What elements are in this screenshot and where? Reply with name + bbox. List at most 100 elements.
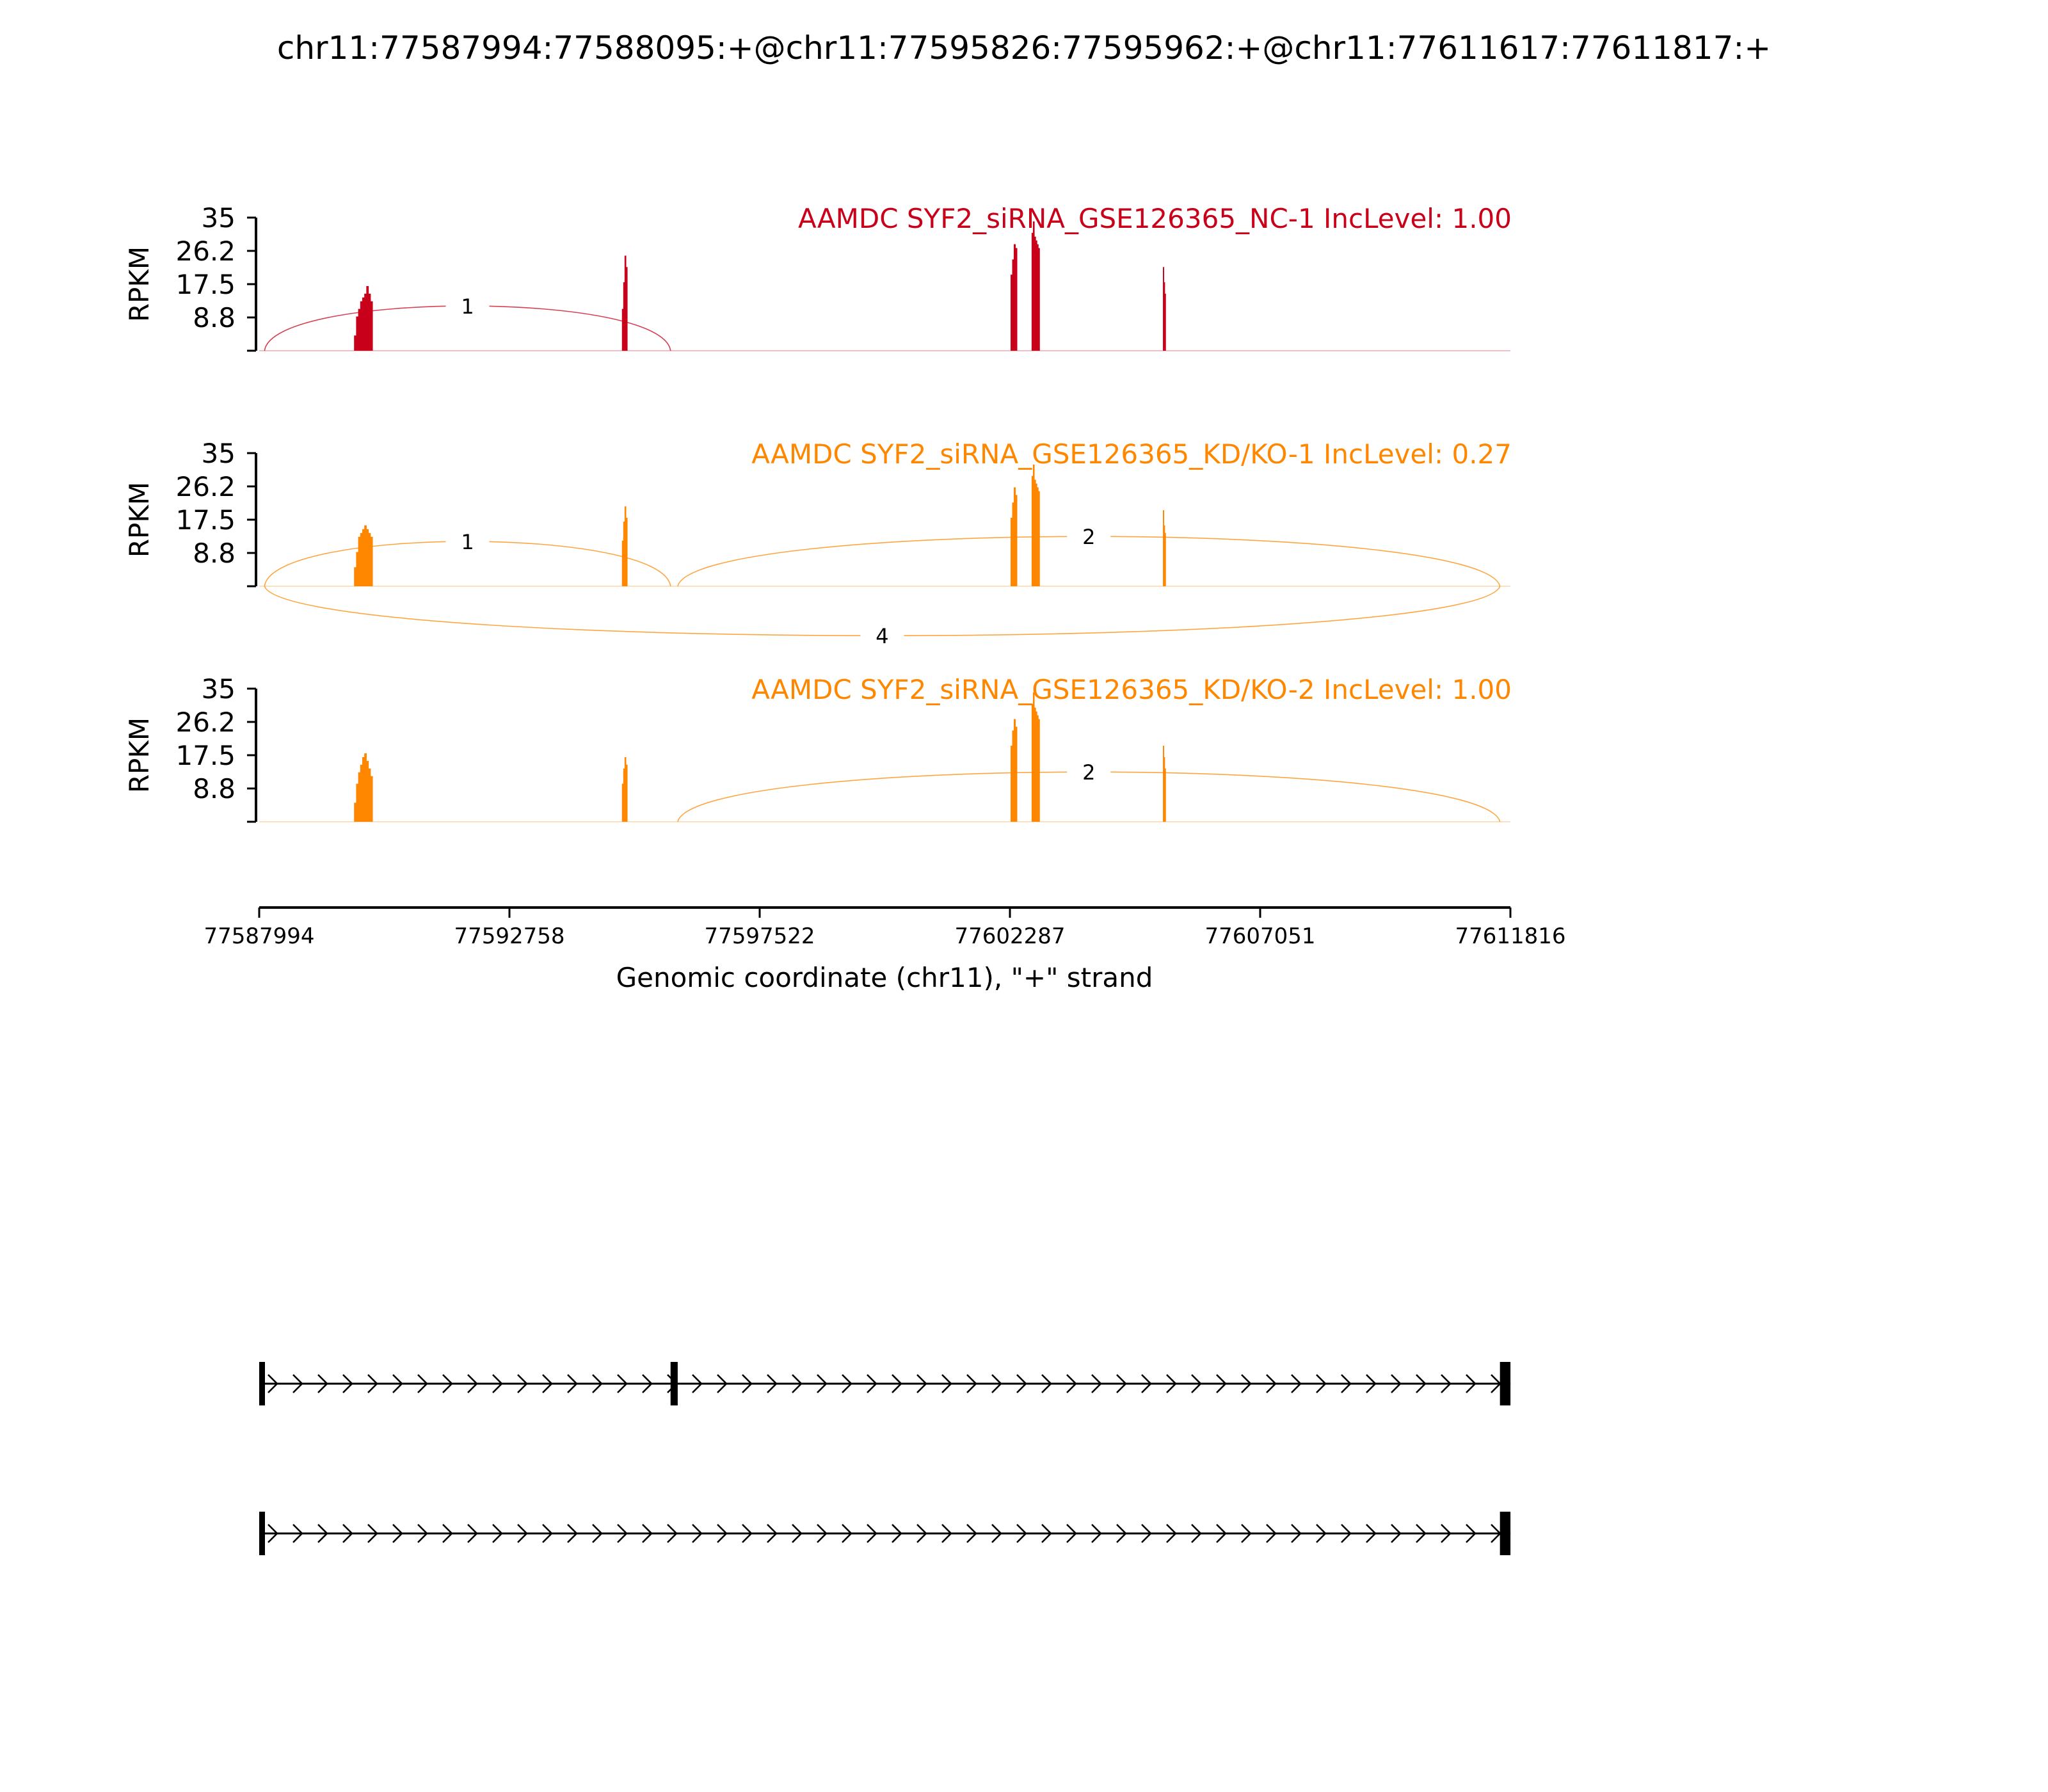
strand-chevron [1366, 1524, 1377, 1543]
strand-chevron [517, 1524, 528, 1543]
coverage-bar [1038, 248, 1040, 351]
strand-chevron [941, 1524, 952, 1543]
coverage-bar [366, 760, 369, 822]
coverage-bar [362, 529, 365, 586]
coverage-bar [358, 536, 361, 586]
coverage-bar [1015, 248, 1018, 351]
coverage-bar [1013, 719, 1016, 822]
strand-chevron [1391, 1524, 1402, 1543]
strand-chevron [792, 1374, 803, 1393]
strand-chevron [916, 1374, 927, 1393]
coverage-bar [1036, 483, 1037, 586]
strand-chevron [892, 1524, 902, 1543]
strand-chevron [342, 1524, 353, 1543]
coverage-bar [1032, 464, 1035, 586]
coverage-bar [1031, 232, 1034, 351]
x-axis-label: Genomic coordinate (chr11), "+" strand [616, 962, 1153, 993]
y-tick-label: 17.5 [175, 740, 236, 771]
strand-chevron [1266, 1374, 1277, 1393]
strand-chevron [1066, 1374, 1077, 1393]
strand-chevron [642, 1374, 653, 1393]
strand-chevron [542, 1524, 553, 1543]
track-title: AAMDC SYF2_siRNA_GSE126365_KD/KO-1 IncLe… [751, 438, 1512, 470]
x-tick-label: 77597522 [704, 924, 815, 949]
strand-chevron [817, 1524, 828, 1543]
strand-chevron [592, 1524, 603, 1543]
y-tick-label: 35 [202, 673, 236, 705]
isoform-2 [259, 1512, 1511, 1555]
strand-chevron [492, 1374, 503, 1393]
coverage-bar [362, 297, 365, 351]
strand-chevron [1216, 1374, 1227, 1393]
junction-count: 2 [1082, 760, 1095, 785]
x-tick-label: 77592758 [454, 924, 564, 949]
coverage-bar [360, 764, 363, 822]
strand-chevron [842, 1374, 852, 1393]
coverage-bar [1012, 502, 1014, 586]
coverage-bar [368, 293, 371, 351]
coverage-bar [621, 308, 624, 351]
junction-label-bg [445, 292, 490, 319]
coverage-bar [364, 753, 367, 822]
strand-chevron [1016, 1374, 1027, 1393]
coverage-bar [1037, 244, 1039, 351]
coverage-bar [1164, 756, 1165, 822]
strand-chevron [1191, 1374, 1202, 1393]
coverage-bar [1011, 746, 1013, 822]
coverage-bar [1038, 719, 1040, 822]
strand-chevron [492, 1524, 503, 1543]
coverage-bar [358, 308, 361, 351]
y-tick-label: 8.8 [193, 538, 236, 569]
junction-label-bg [1067, 524, 1111, 550]
y-tick-label: 17.5 [175, 269, 236, 300]
strand-chevron [617, 1524, 628, 1543]
exon-block [259, 1362, 265, 1405]
strand-chevron [542, 1374, 553, 1393]
coverage-bar [1164, 525, 1165, 586]
coverage-bar [354, 335, 357, 351]
exon-block [670, 1362, 678, 1405]
coverage-bar [623, 521, 625, 586]
strand-chevron [417, 1524, 428, 1543]
strand-chevron [592, 1374, 603, 1393]
coverage-bar [1034, 479, 1036, 586]
coverage-bar [1164, 768, 1166, 822]
strand-chevron [442, 1524, 453, 1543]
coverage-bar [1164, 532, 1166, 586]
coverage-bar [1034, 707, 1036, 822]
coverage-bar [360, 301, 363, 351]
strand-chevron [1066, 1524, 1077, 1543]
strand-chevron [342, 1374, 353, 1393]
strand-chevron [1416, 1524, 1427, 1543]
strand-chevron [1241, 1524, 1252, 1543]
strand-chevron [966, 1374, 977, 1393]
coverage-bar [1032, 692, 1035, 822]
strand-chevron [717, 1524, 728, 1543]
strand-chevron [1241, 1374, 1252, 1393]
strand-chevron [1141, 1374, 1152, 1393]
y-tick-label: 8.8 [193, 302, 236, 333]
coverage-bar [356, 552, 359, 586]
y-tick-label: 26.2 [175, 236, 236, 267]
strand-chevron [1166, 1374, 1177, 1393]
coverage-bar [370, 301, 373, 351]
coverage-bar [354, 803, 357, 822]
x-tick-label: 77611816 [1455, 924, 1565, 949]
coverage-bar [1012, 730, 1014, 822]
coverage-bar [624, 255, 627, 351]
strand-chevron [292, 1374, 303, 1393]
strand-chevron [1291, 1374, 1302, 1393]
junction-count: 1 [461, 294, 474, 319]
coverage-bar [356, 783, 359, 822]
strand-chevron [991, 1524, 1002, 1543]
coverage-bar [368, 768, 371, 822]
strand-chevron [1466, 1374, 1476, 1393]
strand-chevron [1316, 1524, 1327, 1543]
coverage-bar [1164, 282, 1165, 351]
coverage-bar [1036, 711, 1037, 822]
coverage-bar [1163, 267, 1165, 351]
figure-title: chr11:77587994:77588095:+@chr11:77595826… [277, 29, 1771, 67]
